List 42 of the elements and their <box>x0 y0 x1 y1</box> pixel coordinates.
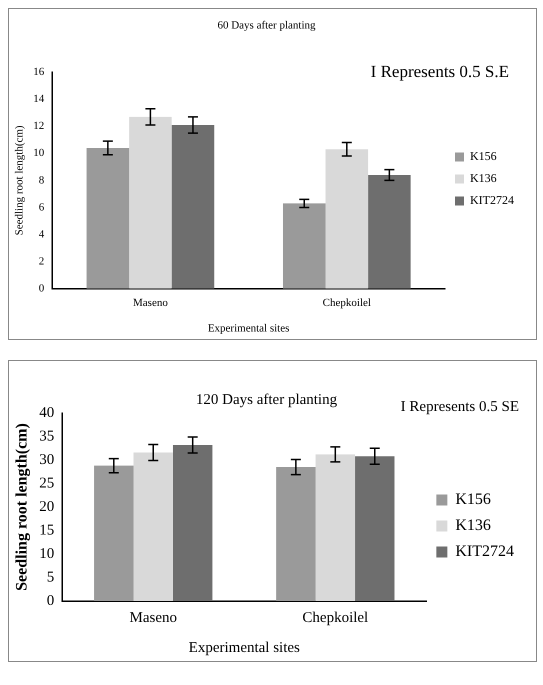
x-tick-label: Maseno <box>132 297 168 310</box>
bar <box>86 148 130 289</box>
y-tick-label: 40 <box>39 404 54 421</box>
legend-label: KIT2724 <box>455 543 514 560</box>
x-tick-label: Maseno <box>129 610 177 626</box>
bar <box>129 116 172 289</box>
chart-title: 60 Days after planting <box>217 19 316 32</box>
y-tick-label: 4 <box>38 228 45 240</box>
annotation: I Represents 0.5 S.E <box>370 62 509 81</box>
y-tick-label: 16 <box>33 66 45 78</box>
legend-label: K136 <box>455 517 491 534</box>
bar <box>172 124 214 289</box>
y-axis-title: Seedling root length(cm) <box>14 423 31 591</box>
y-tick-label: 35 <box>39 428 54 444</box>
y-tick-label: 12 <box>33 120 44 132</box>
y-tick-label: 20 <box>39 498 54 515</box>
y-tick-label: 8 <box>38 174 45 186</box>
legend-label: K156 <box>470 149 497 164</box>
legend-label: KIT2724 <box>470 193 514 208</box>
y-tick-label: 14 <box>33 93 45 106</box>
y-tick-label: 10 <box>39 546 54 562</box>
x-tick-label: Chepkoilel <box>302 610 368 626</box>
y-tick-label: 0 <box>38 282 45 294</box>
y-tick-label: 2 <box>38 255 44 268</box>
bar <box>368 174 411 289</box>
x-axis-title: Experimental sites <box>188 640 300 656</box>
y-tick-label: 30 <box>39 452 54 468</box>
x-tick-label: Chepkoilel <box>322 297 371 310</box>
chart-title: 120 Days after planting <box>196 392 338 408</box>
y-tick-label: 15 <box>39 522 54 538</box>
y-tick-label: 0 <box>46 592 54 609</box>
y-tick-label: 6 <box>38 201 45 214</box>
legend-label: K156 <box>455 491 491 508</box>
y-tick-label: 10 <box>33 147 45 160</box>
x-axis-title: Experimental sites <box>208 322 290 334</box>
y-axis-title: Seedling root length(cm) <box>13 125 26 236</box>
bar <box>282 203 326 289</box>
y-tick-label: 25 <box>39 475 54 492</box>
y-tick-label: 5 <box>46 569 54 586</box>
bar <box>326 149 368 289</box>
legend-label: K136 <box>470 171 497 186</box>
annotation: I Represents 0.5 SE <box>400 399 519 415</box>
